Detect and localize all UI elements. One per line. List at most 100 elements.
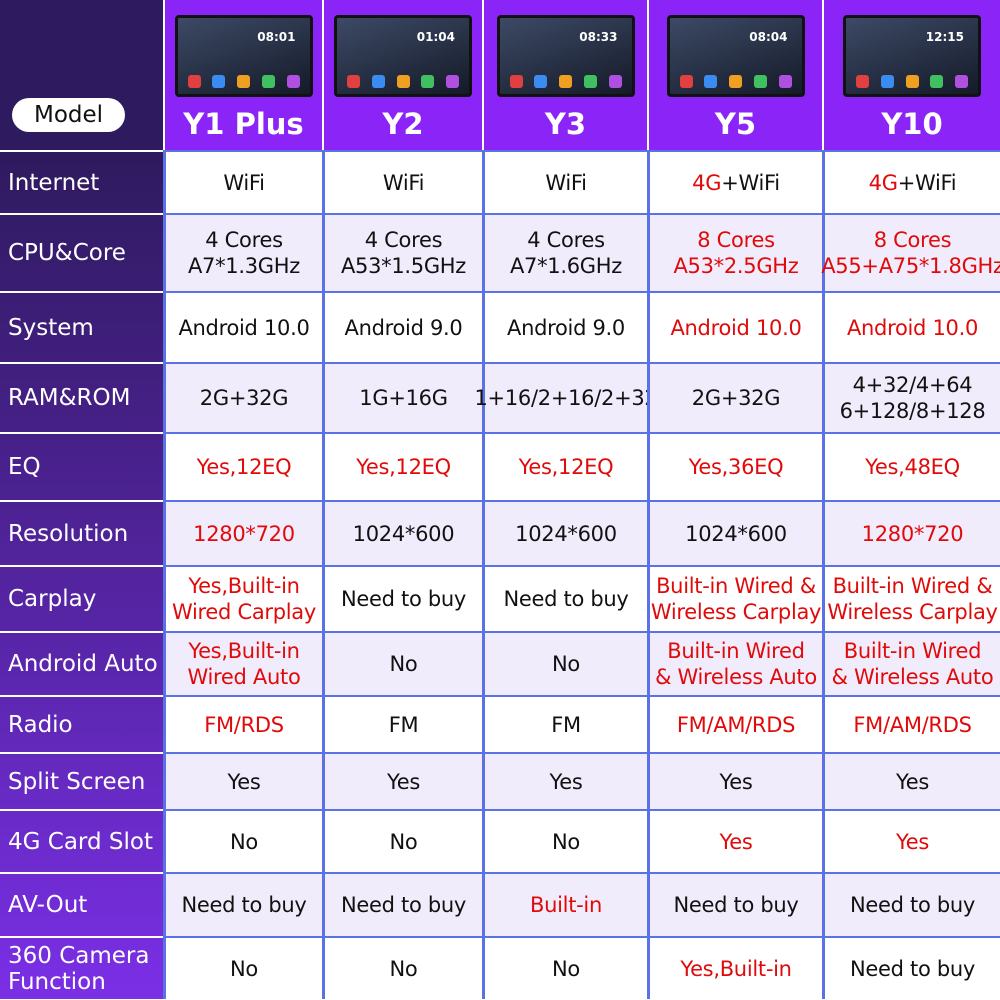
spec-value: 1024*600 (515, 521, 617, 546)
spec-cell: Android 10.0 (822, 291, 1000, 362)
app-icon (187, 75, 201, 88)
app-icon (371, 75, 385, 88)
spec-value: No (389, 652, 418, 676)
spec-cell: No (482, 936, 647, 999)
spec-cell: Need to buy (482, 565, 647, 631)
spec-cell: 1G+16G (322, 362, 482, 432)
spec-value: Yes (387, 769, 420, 794)
app-icon (729, 75, 742, 88)
row-label: EQ (0, 432, 163, 500)
spec-value: 1+16/2+16/2+32 (474, 386, 658, 410)
spec-cell: FM/AM/RDS (647, 695, 822, 752)
app-icons (347, 75, 459, 88)
spec-value: 2G+32G (691, 386, 781, 410)
app-icon (753, 75, 767, 88)
spec-cell: Built-in Wired & Wireless Auto (822, 631, 1000, 695)
spec-cell: Yes,Built-in Wired Auto (163, 631, 322, 695)
spec-cell: FM (322, 695, 482, 752)
spec-cell: Need to buy (822, 936, 1000, 999)
spec-value: Yes,Built-in Wired Carplay (172, 574, 316, 624)
app-icons (679, 75, 792, 88)
spec-cell: Built-in Wired & Wireless Carplay (647, 565, 822, 631)
row-label: 360 Camera Function (0, 936, 163, 999)
spec-value: Yes,12EQ (518, 455, 614, 479)
app-icon (856, 75, 869, 88)
spec-value: FM (388, 712, 419, 737)
row-label: Radio (0, 695, 163, 752)
app-icons (856, 75, 968, 88)
spec-cell: 4G +WiFi (822, 150, 1000, 213)
spec-value: Yes,36EQ (688, 455, 784, 479)
spec-cell: No (322, 936, 482, 999)
row-label: 4G Card Slot (0, 809, 163, 872)
row-label: AV-Out (0, 872, 163, 936)
spec-value: +WiFi (721, 170, 780, 195)
app-icon (704, 75, 718, 88)
spec-cell: No (322, 809, 482, 872)
spec-cell: No (482, 631, 647, 695)
spec-value: 1G+16G (359, 386, 448, 410)
spec-value: Android 9.0 (344, 315, 463, 340)
screen-clock: 01:04 (416, 30, 455, 44)
spec-cell: Built-in (482, 872, 647, 936)
spec-value: No (552, 652, 580, 676)
spec-value: 1024*600 (685, 521, 787, 546)
screen-clock: 08:33 (579, 30, 618, 44)
app-icon (421, 75, 435, 88)
spec-cell: No (322, 631, 482, 695)
spec-value: Need to buy (340, 893, 467, 917)
app-icon (778, 75, 792, 88)
spec-value: Need to buy (849, 956, 976, 981)
app-icons (187, 75, 300, 88)
spec-cell: Need to buy (647, 872, 822, 936)
spec-value: 4 Cores A7*1.6GHz (509, 228, 622, 278)
row-label: Android Auto (0, 631, 163, 695)
model-header-y2: 01:04 Y2 (322, 0, 482, 150)
app-icon (534, 75, 548, 88)
spec-cell: Need to buy (322, 565, 482, 631)
spec-cell: Yes,12EQ (322, 432, 482, 500)
spec-value: Yes,48EQ (865, 455, 960, 479)
app-icon (509, 75, 523, 88)
spec-value: FM/AM/RDS (676, 712, 796, 737)
spec-value: 2G+32G (199, 386, 289, 410)
model-name: Y2 (382, 107, 424, 141)
model-name: Y1 Plus (183, 107, 304, 141)
spec-cell: No (163, 936, 322, 999)
spec-cell: Yes (822, 809, 1000, 872)
spec-value: 1280*720 (193, 521, 295, 546)
app-icons (509, 75, 622, 88)
spec-value: No (230, 829, 258, 854)
spec-value: Yes (719, 769, 753, 794)
head-unit-screen-image: 08:01 (174, 15, 313, 97)
spec-cell: 1024*600 (482, 500, 647, 565)
spec-value: Need to buy (849, 893, 976, 917)
spec-cell: 1024*600 (322, 500, 482, 565)
spec-value: WiFi (223, 170, 265, 195)
spec-value: Android 10.0 (178, 315, 310, 340)
row-label: Split Screen (0, 752, 163, 809)
spec-value: 4 Cores A53*1.5GHz (340, 228, 467, 278)
spec-cell: FM/AM/RDS (822, 695, 1000, 752)
spec-cell: Android 9.0 (482, 291, 647, 362)
app-icon (608, 75, 622, 88)
spec-value: Yes (719, 829, 753, 854)
spec-cell: 4 Cores A7*1.6GHz (482, 213, 647, 291)
spec-cell: Built-in Wired & Wireless Auto (647, 631, 822, 695)
spec-value: 8 Cores A53*2.5GHz (673, 228, 799, 278)
model-label: Model (12, 98, 125, 132)
spec-value: Need to buy (673, 893, 799, 917)
row-label: Internet (0, 150, 163, 213)
head-unit-screen-image: 08:33 (496, 15, 635, 97)
spec-value: Need to buy (181, 893, 307, 917)
row-label: Carplay (0, 565, 163, 631)
model-header-y1-plus: 08:01 Y1 Plus (163, 0, 322, 150)
spec-cell: Need to buy (322, 872, 482, 936)
row-label: RAM&ROM (0, 362, 163, 432)
spec-cell: No (482, 809, 647, 872)
model-header-y3: 08:33 Y3 (482, 0, 647, 150)
model-header-y5: 08:04 Y5 (647, 0, 822, 150)
spec-cell: Yes (482, 752, 647, 809)
spec-value: 4+32/4+64 6+128/8+128 (839, 373, 986, 423)
app-icon (679, 75, 693, 88)
